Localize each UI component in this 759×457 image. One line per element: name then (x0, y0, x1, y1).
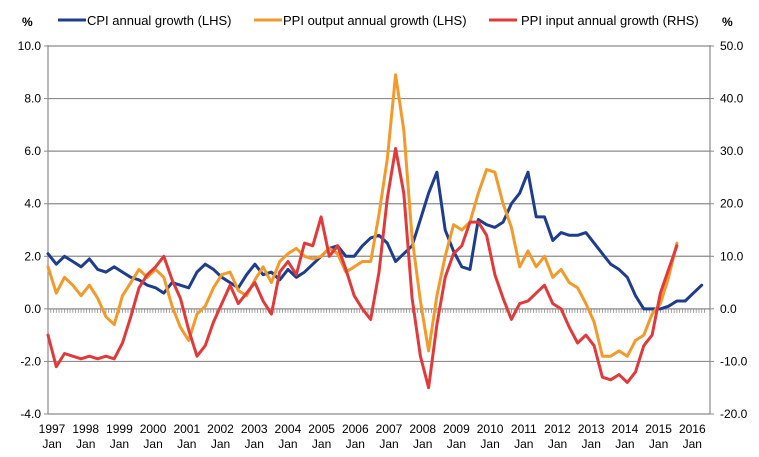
x-tick-year: 2014 (612, 422, 639, 436)
x-tick-month: Jan (245, 437, 264, 451)
x-tick-month: Jan (514, 437, 533, 451)
right-tick-label: 40.0 (720, 92, 744, 106)
left-tick-label: 2.0 (24, 249, 41, 263)
x-tick-year: 1997 (39, 422, 66, 436)
legend-label-cpi: CPI annual growth (LHS) (87, 13, 232, 28)
series-lines (46, 73, 704, 390)
series-line-ppi-output (46, 73, 679, 358)
x-tick-year: 2006 (342, 422, 369, 436)
right-tick-label: 30.0 (720, 144, 744, 158)
left-tick-label: -4.0 (20, 407, 41, 421)
legend: CPI annual growth (LHS) PPI output annua… (58, 13, 699, 28)
x-tick-month: Jan (211, 437, 230, 451)
right-tick-label: 10.0 (720, 249, 744, 263)
left-tick-label: 4.0 (24, 197, 41, 211)
x-tick-year: 2011 (511, 422, 537, 436)
x-tick-month: Jan (413, 437, 432, 451)
x-tick-year: 2001 (173, 422, 200, 436)
x-tick-year: 2012 (544, 422, 571, 436)
x-tick-month: Jan (278, 437, 297, 451)
x-tick-month: Jan (346, 437, 365, 451)
right-tick-label: 0.0 (720, 302, 737, 316)
x-tick-month: Jan (76, 437, 95, 451)
x-tick-year: 2002 (207, 422, 234, 436)
axes (44, 45, 714, 415)
legend-item-cpi: CPI annual growth (LHS) (58, 13, 232, 28)
series-line-ppi-input (46, 147, 679, 390)
x-tick-year: 2000 (140, 422, 167, 436)
right-axis-ticks: 50.0 40.0 30.0 20.0 10.0 0.0 -10.0 -20.0 (720, 39, 748, 421)
right-tick-label: -10.0 (720, 354, 748, 368)
left-axis-ticks: 10.0 8.0 6.0 4.0 2.0 0.0 -2.0 -4.0 (18, 39, 42, 421)
left-tick-label: 0.0 (24, 302, 41, 316)
x-tick-month: Jan (110, 437, 129, 451)
x-tick-month: Jan (649, 437, 668, 451)
left-tick-label: 8.0 (24, 92, 41, 106)
x-tick-year: 2013 (578, 422, 605, 436)
right-tick-label: 20.0 (720, 197, 744, 211)
x-tick-month: Jan (177, 437, 196, 451)
x-tick-month: Jan (582, 437, 601, 451)
x-tick-month: Jan (683, 437, 702, 451)
x-tick-year: 2003 (241, 422, 268, 436)
legend-item-ppi-input: PPI input annual growth (RHS) (489, 13, 699, 28)
gridlines (48, 45, 710, 363)
x-tick-year: 2015 (645, 422, 672, 436)
x-tick-month: Jan (548, 437, 567, 451)
x-tick-month: Jan (480, 437, 499, 451)
x-tick-year: 1998 (72, 422, 99, 436)
legend-item-ppi-output: PPI output annual growth (LHS) (254, 13, 467, 28)
x-tick-month: Jan (379, 437, 398, 451)
x-tick-month: Jan (312, 437, 331, 451)
right-tick-label: 50.0 (720, 39, 744, 53)
left-tick-label: -2.0 (20, 354, 41, 368)
x-tick-year: 2016 (679, 422, 706, 436)
x-tick-year: 2007 (376, 422, 403, 436)
right-tick-label: -20.0 (720, 407, 748, 421)
x-tick-year: 2004 (275, 422, 302, 436)
left-tick-label: 6.0 (24, 144, 41, 158)
x-tick-month: Jan (143, 437, 162, 451)
x-axis-ticks: 1997Jan1998Jan1999Jan2000Jan2001Jan2002J… (39, 422, 706, 451)
x-tick-year: 2005 (308, 422, 335, 436)
right-axis-unit-label-display: % (722, 15, 733, 29)
x-tick-month: Jan (42, 437, 61, 451)
x-tick-month: Jan (447, 437, 466, 451)
x-tick-year: 2010 (477, 422, 504, 436)
x-tick-month: Jan (615, 437, 634, 451)
x-tick-year: 2009 (443, 422, 470, 436)
x-tick-year: 2008 (409, 422, 436, 436)
legend-label-ppi-input: PPI input annual growth (RHS) (521, 13, 699, 28)
x-tick-year: 1999 (106, 422, 133, 436)
left-axis-unit-label: % (22, 15, 33, 29)
left-tick-label: 10.0 (18, 39, 42, 53)
legend-label-ppi-output: PPI output annual growth (LHS) (283, 13, 467, 28)
